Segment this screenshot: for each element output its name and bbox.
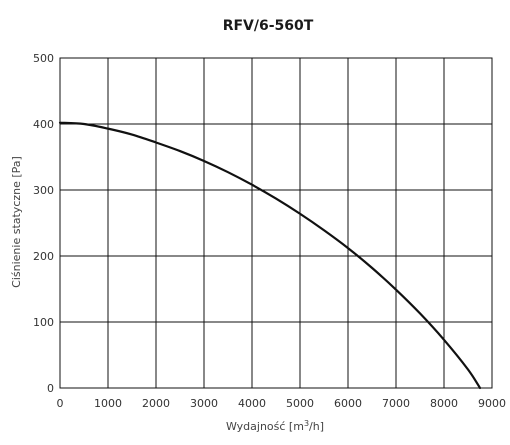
x-axis-label-sup: 3 [304, 419, 309, 428]
x-axis-label: Wydajność [m3/h] [226, 419, 324, 433]
y-tick-label: 200 [33, 250, 54, 263]
y-axis-label: Ciśnienie statyczne [Pa] [10, 156, 23, 288]
y-tick-label: 0 [47, 382, 54, 395]
x-axis-label-suffix: /h] [309, 420, 324, 433]
x-tick-label: 0 [57, 397, 64, 410]
series-line [58, 121, 482, 390]
x-tick-label: 1000 [94, 397, 122, 410]
y-tick-labels: 0 100 200 300 400 500 [33, 52, 54, 395]
x-tick-label: 5000 [286, 397, 314, 410]
y-tick-label: 300 [33, 184, 54, 197]
x-axis-label-prefix: Wydajność [m [226, 420, 304, 433]
grid [59, 57, 493, 389]
x-tick-label: 4000 [238, 397, 266, 410]
x-tick-label: 8000 [430, 397, 458, 410]
y-tick-label: 500 [33, 52, 54, 65]
chart-title: RFV/6-560T [223, 18, 314, 34]
plot-frame [59, 57, 493, 389]
x-tick-labels: 0 1000 2000 3000 4000 5000 6000 7000 8000 9000 [57, 397, 507, 410]
y-tick-label: 400 [33, 118, 54, 131]
x-tick-label: 9000 [478, 397, 506, 410]
x-tick-label: 2000 [142, 397, 170, 410]
y-tick-label: 100 [33, 316, 54, 329]
x-tick-label: 6000 [334, 397, 362, 410]
x-tick-label: 7000 [382, 397, 410, 410]
x-tick-label: 3000 [190, 397, 218, 410]
